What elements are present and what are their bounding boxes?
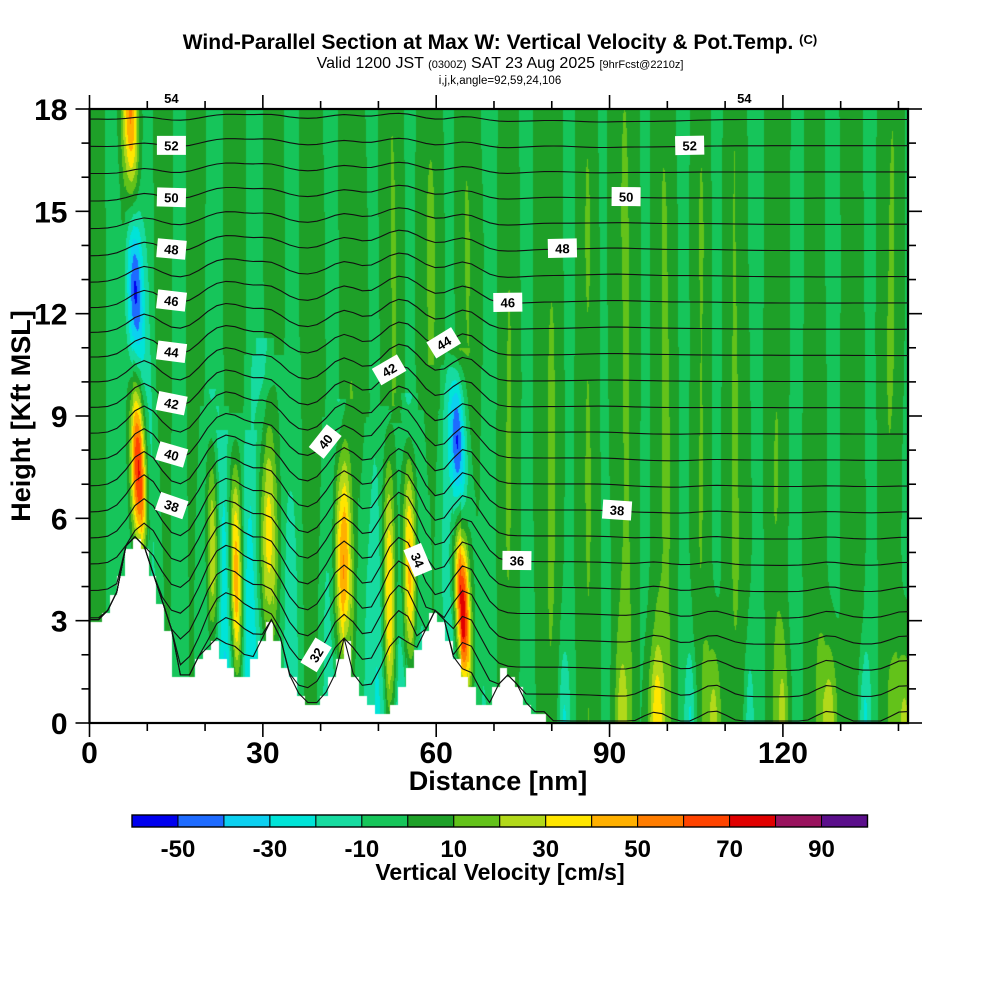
svg-text:Distance [nm]: Distance [nm] <box>409 766 588 796</box>
svg-text:48: 48 <box>164 241 180 257</box>
svg-text:52: 52 <box>164 138 178 153</box>
svg-text:120: 120 <box>758 737 808 770</box>
svg-text:54: 54 <box>737 91 752 106</box>
svg-text:0: 0 <box>51 708 68 741</box>
svg-text:-10: -10 <box>345 836 380 863</box>
svg-text:Valid 1200 JST (0300Z) SAT 23: Valid 1200 JST (0300Z) SAT 23 Aug 2025 [… <box>317 55 684 72</box>
svg-text:38: 38 <box>609 503 624 519</box>
svg-text:15: 15 <box>34 196 67 229</box>
svg-text:-50: -50 <box>161 836 196 863</box>
svg-text:Wind-Parallel Section at Max W: Wind-Parallel Section at Max W: Vertical… <box>183 31 817 54</box>
svg-text:Height [Kft MSL]: Height [Kft MSL] <box>6 310 36 521</box>
svg-text:0: 0 <box>81 737 98 770</box>
svg-text:44: 44 <box>163 344 180 361</box>
svg-text:50: 50 <box>624 836 651 863</box>
svg-text:i,j,k,angle=92,59,24,106: i,j,k,angle=92,59,24,106 <box>439 75 561 87</box>
svg-text:6: 6 <box>51 503 68 536</box>
svg-text:30: 30 <box>246 737 279 770</box>
svg-text:52: 52 <box>682 138 697 153</box>
svg-text:54: 54 <box>164 91 179 106</box>
svg-text:70: 70 <box>716 836 743 863</box>
svg-text:46: 46 <box>163 293 179 310</box>
svg-text:18: 18 <box>34 94 67 127</box>
svg-text:42: 42 <box>163 395 180 413</box>
svg-text:36: 36 <box>510 553 525 568</box>
svg-text:46: 46 <box>500 295 515 310</box>
svg-text:12: 12 <box>34 299 67 332</box>
svg-text:3: 3 <box>51 606 68 639</box>
svg-text:-30: -30 <box>253 836 288 863</box>
svg-text:50: 50 <box>164 190 179 205</box>
svg-text:50: 50 <box>619 190 634 205</box>
svg-text:9: 9 <box>51 401 68 434</box>
svg-text:90: 90 <box>808 836 835 863</box>
svg-text:Vertical Velocity [cm/s]: Vertical Velocity [cm/s] <box>375 859 624 885</box>
svg-text:48: 48 <box>555 241 570 256</box>
svg-text:90: 90 <box>593 737 626 770</box>
